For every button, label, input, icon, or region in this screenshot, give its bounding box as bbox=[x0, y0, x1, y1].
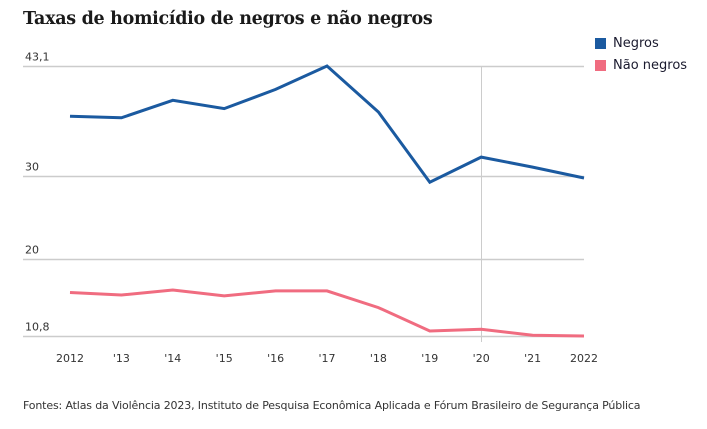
x-tick-label: 2012 bbox=[56, 352, 84, 365]
x-tick-label: '20 bbox=[473, 352, 490, 365]
y-tick-label: 10,8 bbox=[25, 321, 50, 334]
y-tick-label: 30 bbox=[25, 161, 39, 174]
series-line-nao-negros bbox=[69, 288, 585, 338]
legend-item-negros: Negros bbox=[595, 32, 687, 54]
legend-swatch-negros bbox=[595, 37, 606, 49]
x-tick-label: '14 bbox=[164, 352, 181, 365]
legend-swatch-nao-negros bbox=[595, 59, 606, 71]
legend: Negros Não negros bbox=[595, 32, 687, 76]
source-note: Fontes: Atlas da Violência 2023, Institu… bbox=[23, 399, 641, 412]
x-tick-label: '17 bbox=[318, 352, 335, 365]
x-tick-label: '19 bbox=[421, 352, 438, 365]
legend-label-nao-negros: Não negros bbox=[613, 57, 688, 73]
legend-label-negros: Negros bbox=[613, 35, 659, 51]
x-tick-label: '16 bbox=[267, 352, 284, 365]
series-line-negros bbox=[69, 64, 585, 185]
chart-title: Taxas de homicídio de negros e não negro… bbox=[23, 9, 433, 29]
x-tick-label: '21 bbox=[524, 352, 541, 365]
legend-item-nao-negros: Não negros bbox=[595, 54, 687, 76]
x-tick-label: '15 bbox=[216, 352, 233, 365]
y-tick-label: 20 bbox=[25, 244, 39, 257]
y-tick-label: 43,1 bbox=[25, 51, 50, 64]
x-tick-label: '18 bbox=[370, 352, 387, 365]
x-tick-label: '13 bbox=[113, 352, 130, 365]
x-tick-label: 2022 bbox=[570, 352, 598, 365]
